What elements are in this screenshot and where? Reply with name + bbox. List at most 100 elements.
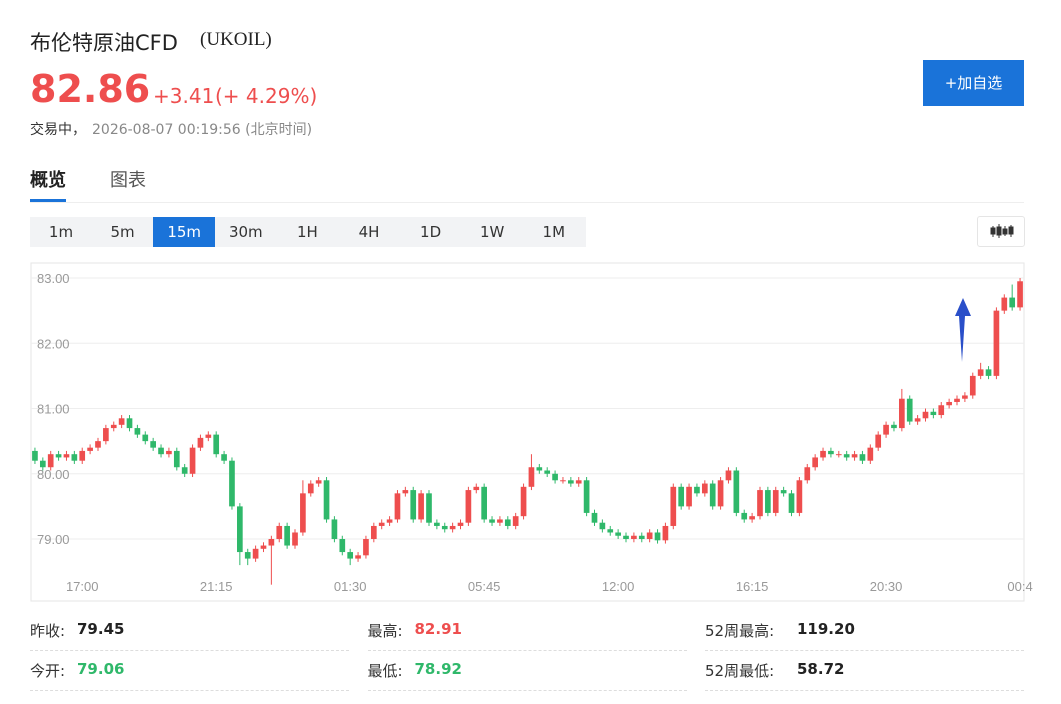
stat-label: 最低: bbox=[367, 662, 403, 680]
stat-label: 昨收: bbox=[30, 622, 66, 640]
candle-body bbox=[891, 424, 897, 429]
tab[interactable]: 图表 bbox=[110, 170, 146, 191]
candle-body bbox=[638, 535, 645, 540]
candle-body bbox=[465, 490, 472, 523]
x-tick-label: 01:30 bbox=[334, 579, 367, 594]
candle-body bbox=[504, 519, 511, 526]
interval-button[interactable]: 4H bbox=[358, 223, 380, 241]
candle-body bbox=[79, 450, 86, 461]
y-tick-label: 82.00 bbox=[37, 336, 70, 351]
candle-body bbox=[969, 375, 976, 396]
candle-body bbox=[607, 529, 614, 533]
candle-body bbox=[386, 519, 393, 523]
candle-body bbox=[631, 535, 637, 540]
stat-value: 58.72 bbox=[797, 660, 845, 678]
instrument-name: 布伦特原油CFD bbox=[30, 31, 178, 55]
chart-type-button[interactable] bbox=[977, 216, 1025, 247]
candle-body bbox=[394, 493, 401, 520]
candle-body bbox=[741, 512, 748, 520]
candle-body bbox=[867, 447, 874, 461]
candle-body bbox=[512, 516, 519, 526]
candle-body bbox=[686, 486, 692, 507]
candle-body bbox=[441, 525, 448, 530]
candle-body bbox=[1009, 297, 1016, 308]
interval-button[interactable]: 1M bbox=[542, 223, 566, 241]
candle-body bbox=[859, 454, 866, 461]
candle-body bbox=[173, 450, 180, 468]
candle-body bbox=[835, 454, 842, 456]
price: 82.86 bbox=[30, 67, 151, 111]
candle-body bbox=[489, 519, 495, 523]
candle-body bbox=[126, 418, 133, 429]
candle-body bbox=[252, 548, 259, 559]
candle-body bbox=[1017, 281, 1023, 308]
candle-body bbox=[520, 486, 527, 517]
candle-body bbox=[95, 441, 101, 448]
candle-body bbox=[150, 441, 156, 448]
candle-body bbox=[473, 486, 480, 491]
candle-body bbox=[87, 447, 93, 451]
candle-body bbox=[260, 545, 267, 549]
stat-rule bbox=[705, 650, 1024, 651]
candle-body bbox=[244, 552, 251, 559]
plot-frame bbox=[30, 262, 1025, 602]
candle-body bbox=[654, 532, 661, 541]
x-tick-label: 20:30 bbox=[870, 579, 903, 594]
candle-body bbox=[449, 525, 456, 530]
add-watchlist[interactable]: +加自选 bbox=[923, 60, 1024, 106]
stat-label: 今开: bbox=[30, 662, 66, 680]
candle-body bbox=[418, 493, 424, 520]
x-tick-label: 21:15 bbox=[200, 579, 233, 594]
candle-body bbox=[670, 486, 677, 526]
tab-underline bbox=[30, 199, 66, 202]
y-tick-label: 80.00 bbox=[37, 467, 70, 482]
interval-button[interactable]: 5m bbox=[110, 223, 135, 241]
candle-body bbox=[985, 369, 992, 376]
interval-button[interactable]: 1H bbox=[296, 223, 318, 241]
candle-body bbox=[426, 493, 432, 523]
candle-body bbox=[812, 457, 818, 468]
candle-body bbox=[623, 535, 629, 540]
chart-type-icon bbox=[990, 224, 1014, 238]
candle-body bbox=[110, 424, 117, 429]
x-tick-label: 00:4 bbox=[1007, 579, 1032, 594]
candle-body bbox=[142, 434, 149, 442]
candle-body bbox=[103, 428, 109, 442]
interval-button[interactable]: 30m bbox=[228, 223, 263, 241]
stat-label: 52周最高: bbox=[705, 622, 775, 640]
chart: 83.00 82.00 81.00 80.00 79.00 17:00 21:15 01:30… bbox=[30, 262, 1033, 602]
x-tick-label: 16:15 bbox=[736, 579, 769, 594]
candle-body bbox=[930, 411, 937, 416]
stat-label: 最高: bbox=[367, 622, 403, 640]
candle-body bbox=[568, 480, 574, 484]
candle-body bbox=[323, 480, 330, 520]
candle-body bbox=[749, 516, 755, 520]
candle-body bbox=[229, 460, 235, 507]
interval-button[interactable]: 15m bbox=[153, 217, 216, 247]
candle-body bbox=[883, 424, 889, 435]
candle-body bbox=[457, 522, 464, 526]
candle-body bbox=[213, 434, 220, 455]
candle-body bbox=[954, 398, 960, 402]
change-pct: (+ 4.29%) bbox=[215, 84, 318, 108]
candle-body bbox=[134, 428, 141, 435]
candle-body bbox=[946, 401, 952, 406]
candle-body bbox=[315, 480, 322, 484]
change: +3.41 bbox=[153, 84, 215, 108]
candle-body bbox=[205, 434, 212, 438]
timestamp: 2026-08-07 00:19:56 (北京时间) bbox=[92, 122, 313, 138]
candle-body bbox=[906, 398, 913, 422]
stat-rule bbox=[705, 690, 1024, 691]
stat-rule bbox=[30, 690, 349, 691]
tab[interactable]: 概览 bbox=[30, 170, 66, 191]
interval-button[interactable]: 1m bbox=[48, 223, 74, 241]
candle-body bbox=[899, 398, 905, 429]
interval-button[interactable]: 1W bbox=[480, 223, 505, 241]
candle-body bbox=[536, 467, 543, 471]
candle-body bbox=[615, 532, 621, 536]
interval-button[interactable]: 1D bbox=[420, 223, 442, 241]
stat-rule bbox=[367, 650, 687, 651]
plot: 83.00 82.00 81.00 80.00 79.00 17:00 21:15 01:30… bbox=[31, 271, 1033, 594]
y-tick-label: 81.00 bbox=[37, 402, 70, 417]
